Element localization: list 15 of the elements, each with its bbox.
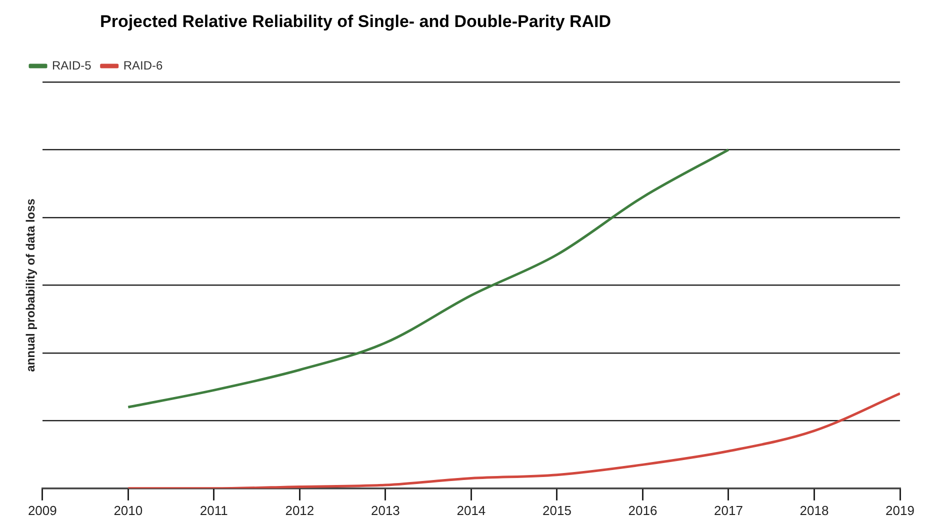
x-tick-label: 2017 xyxy=(714,502,743,518)
x-tick-label: 2013 xyxy=(370,502,400,518)
x-tick-label: 2018 xyxy=(800,502,829,518)
x-tick-label: 2009 xyxy=(28,502,57,518)
legend-label: RAID-5 xyxy=(52,58,92,72)
x-tick-label: 2015 xyxy=(542,502,572,518)
x-tick-label: 2014 xyxy=(456,502,486,518)
x-tick-label: 2019 xyxy=(886,502,914,518)
x-tick-label: 2012 xyxy=(285,502,314,518)
chart-title: Projected Relative Reliability of Single- and Double-Parity RAID xyxy=(100,12,612,32)
x-tick-label: 2011 xyxy=(200,502,228,518)
x-tick-label: 2016 xyxy=(628,502,658,518)
y-axis-title: annual probability of data loss xyxy=(24,198,38,372)
legend-label: RAID-6 xyxy=(123,58,164,72)
x-tick-label: 2010 xyxy=(114,502,143,518)
